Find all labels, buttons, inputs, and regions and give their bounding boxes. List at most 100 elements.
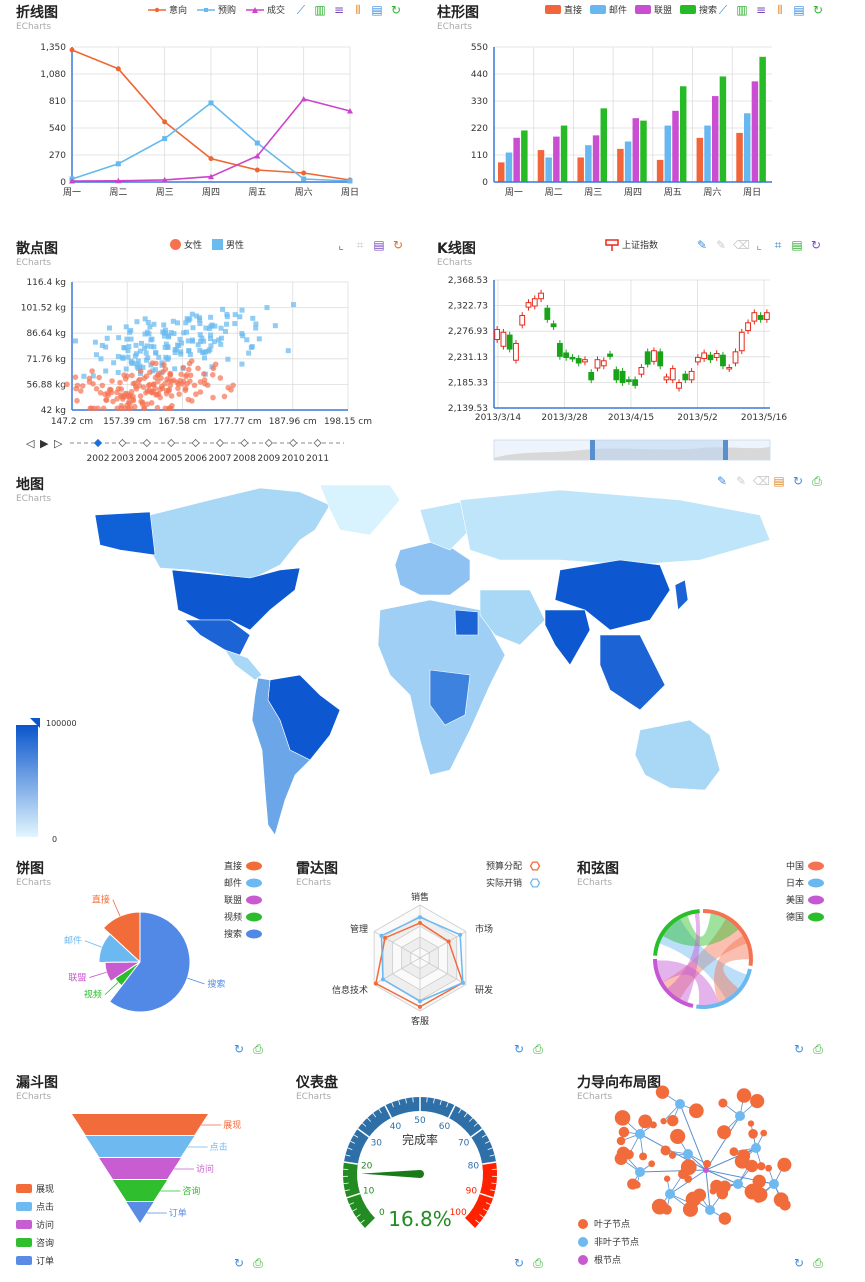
- candle-body: [619, 370, 626, 384]
- scatter-point-male: [198, 338, 204, 344]
- restore-icon[interactable]: ↻: [233, 1256, 245, 1270]
- x-tick-label: 157.39 cm: [103, 417, 151, 427]
- scatter-chart-panel: 散点图 ECharts 女性 男性 ⌞ ⌗ ▤ ↻ 42 kg 56.88 kg 7…: [0, 232, 420, 468]
- scatter-point-male: [124, 336, 130, 342]
- save-image-icon[interactable]: ⎙: [533, 1042, 543, 1056]
- mark-clear-icon[interactable]: ⌫: [733, 238, 750, 252]
- data-point: [300, 96, 307, 102]
- candle-body: [738, 331, 745, 352]
- legend-item[interactable]: 邮件: [590, 3, 627, 16]
- scatter-point-male: [103, 344, 109, 350]
- mark-icon[interactable]: ✎: [716, 474, 728, 488]
- data-view-icon[interactable]: ▤: [371, 3, 383, 17]
- data-view-icon[interactable]: ▤: [793, 3, 805, 17]
- data-view-icon[interactable]: ▤: [791, 238, 803, 252]
- restore-icon[interactable]: ↻: [810, 238, 822, 252]
- force-nonleaf-node: [733, 1179, 743, 1189]
- gauge-tick: [350, 1140, 356, 1144]
- chart-title: 仪表盘: [296, 1075, 338, 1091]
- restore-icon[interactable]: ↻: [233, 1042, 245, 1056]
- chart-legend[interactable]: 上证指数: [605, 238, 658, 251]
- restore-icon[interactable]: ↻: [513, 1256, 525, 1270]
- map-region-china: [554, 559, 671, 631]
- legend-item[interactable]: 直接: [545, 3, 582, 16]
- mark-icon[interactable]: ✎: [696, 238, 708, 252]
- save-image-icon[interactable]: ⎙: [812, 474, 822, 488]
- gauge-tick-label: 60: [439, 1122, 451, 1132]
- map-region-central-africa: [429, 669, 471, 726]
- scatter-point-male: [244, 337, 250, 343]
- tiled-icon[interactable]: ⦀: [777, 3, 783, 17]
- zoom-reset-icon[interactable]: ⌗: [774, 238, 782, 252]
- bar-chart-icon[interactable]: ▥: [736, 3, 748, 17]
- restore-icon[interactable]: ↻: [812, 3, 824, 17]
- scatter-point-female: [118, 405, 125, 412]
- restore-icon[interactable]: ↻: [793, 1256, 805, 1270]
- save-image-icon[interactable]: ⎙: [813, 1256, 823, 1270]
- stack-icon[interactable]: ≡: [755, 3, 767, 17]
- legend-item[interactable]: 预购: [197, 3, 236, 16]
- zoom-icon[interactable]: ⌞: [756, 238, 762, 252]
- mark-clear-icon[interactable]: ⌫: [753, 474, 770, 488]
- scatter-point-female: [166, 378, 172, 384]
- scatter-point-male: [134, 319, 140, 325]
- line-chart-icon[interactable]: ⟋: [296, 3, 306, 17]
- candle-body: [513, 342, 519, 361]
- scatter-point-female: [155, 371, 162, 377]
- timeline-label: 2005: [160, 454, 183, 464]
- legend-item[interactable]: 成交: [246, 3, 285, 16]
- restore-icon[interactable]: ↻: [392, 238, 404, 252]
- data-point: [208, 156, 214, 162]
- bar: [672, 110, 679, 182]
- chart-legend[interactable]: 直接 邮件 联盟 搜索: [545, 3, 717, 16]
- scatter-point-female: [144, 388, 151, 395]
- legend-item[interactable]: 女性: [170, 238, 202, 251]
- scatter-point-male: [146, 331, 152, 337]
- scatter-point-male: [218, 341, 224, 347]
- restore-icon[interactable]: ↻: [513, 1042, 525, 1056]
- timeline-label: 2011: [306, 454, 329, 464]
- force-leaf-node: [752, 1174, 766, 1189]
- chart-legend[interactable]: 女性 男性: [170, 238, 244, 251]
- toolbox: ⌞ ⌗ ▤ ↻: [334, 238, 405, 252]
- zoom-reset-icon[interactable]: ⌗: [356, 238, 364, 252]
- map-panel: 地图 ECharts ✎ ✎ ⌫ ▤ ↻ ⎙: [0, 470, 865, 850]
- timeline-label: 2007: [209, 454, 232, 464]
- tiled-icon[interactable]: ⦀: [355, 3, 361, 17]
- bar-chart-icon[interactable]: ▥: [314, 3, 326, 17]
- save-image-icon[interactable]: ⎙: [253, 1256, 263, 1270]
- legend-item[interactable]: 上证指数: [605, 238, 658, 251]
- zoom-icon[interactable]: ⌞: [338, 238, 344, 252]
- scatter-point-male: [225, 356, 231, 362]
- stack-icon[interactable]: ≡: [333, 3, 345, 17]
- save-image-icon[interactable]: ⎙: [253, 1042, 263, 1056]
- visual-map-bar[interactable]: [16, 725, 38, 837]
- candle-body: [632, 379, 639, 386]
- mark-undo-icon[interactable]: ✎: [715, 238, 727, 252]
- candle-body: [607, 353, 613, 357]
- gauge-chart-plot: 0 10 20 30 40 50 60 70 80 90 100 完成率 16.8%: [343, 1097, 497, 1231]
- data-point: [254, 153, 261, 159]
- scatter-point-female: [100, 405, 107, 412]
- restore-icon[interactable]: ↻: [792, 474, 804, 488]
- restore-icon[interactable]: ↻: [793, 1042, 805, 1056]
- candle-body: [494, 328, 501, 341]
- legend-item[interactable]: 男性: [212, 238, 244, 251]
- bar: [553, 136, 560, 182]
- restore-icon[interactable]: ↻: [390, 3, 402, 17]
- force-leaf-node: [614, 1152, 628, 1166]
- chart-legend[interactable]: 意向 预购 成交: [148, 3, 285, 16]
- visual-map-handle[interactable]: [30, 718, 40, 728]
- mark-undo-icon[interactable]: ✎: [735, 474, 747, 488]
- slice-label: 邮件: [64, 935, 82, 947]
- y-tick-label: 220: [471, 124, 488, 134]
- scatter-point-female: [132, 380, 138, 387]
- data-view-icon[interactable]: ▤: [373, 238, 385, 252]
- legend-item[interactable]: 联盟: [635, 3, 672, 16]
- save-image-icon[interactable]: ⎙: [533, 1256, 543, 1270]
- save-image-icon[interactable]: ⎙: [813, 1042, 823, 1056]
- line-chart-icon[interactable]: ⟋: [718, 3, 728, 17]
- legend-item[interactable]: 搜索: [680, 3, 717, 16]
- legend-item[interactable]: 意向: [148, 3, 187, 16]
- data-view-icon[interactable]: ▤: [773, 474, 785, 488]
